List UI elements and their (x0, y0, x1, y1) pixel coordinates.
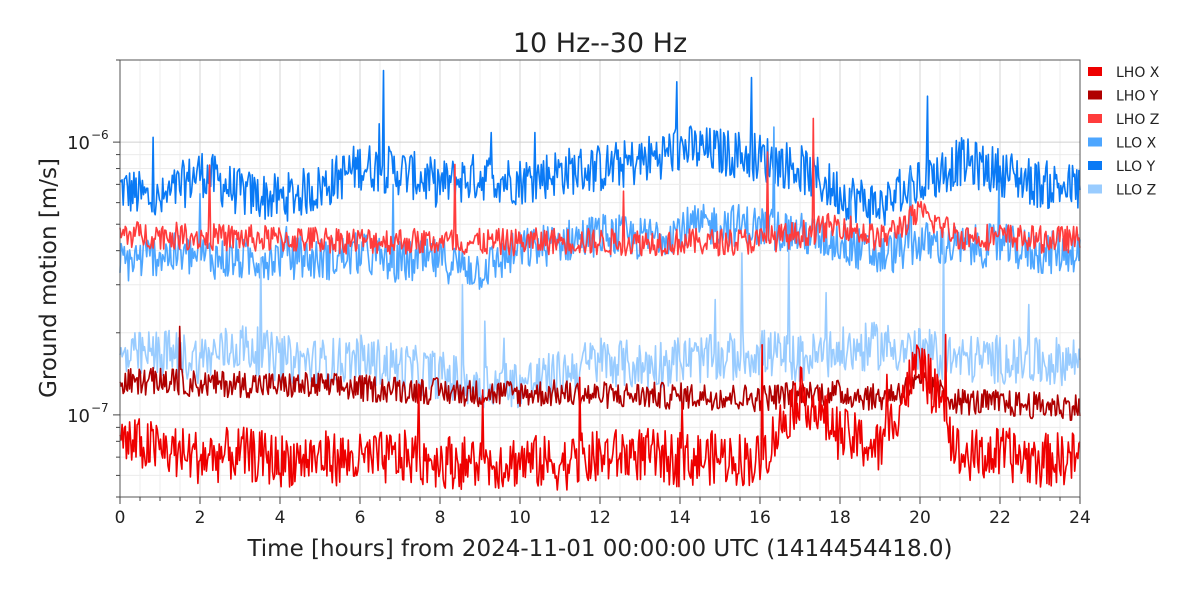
legend-label: LHO X (1116, 65, 1160, 81)
series-line-lho-z (119, 117, 1081, 257)
series-line-llo-x (119, 126, 1081, 290)
legend-label: LLO Y (1116, 159, 1156, 175)
x-tick-label: 4 (275, 508, 286, 528)
x-axis-ticks: 0 2 4 6 8 10 12 14 16 18 20 22 24 (115, 497, 1091, 528)
series-line-lho-x (119, 333, 1081, 491)
legend-swatch (1088, 114, 1102, 123)
x-tick-label: 22 (989, 508, 1011, 528)
legend: LHO X LHO Y LHO Z LLO X LLO Y LLO Z (1088, 65, 1160, 199)
series-line-llo-z (119, 231, 1081, 409)
series-line-lho-y (119, 325, 1081, 421)
x-axis-label: Time [hours] from 2024-11-01 00:00:00 UT… (246, 536, 952, 562)
y-tick-exponent: −6 (91, 128, 109, 142)
grid (119, 59, 1081, 498)
x-tick-label: 0 (115, 508, 126, 528)
y-axis-label: Ground motion [m/s] (36, 158, 62, 398)
series-line-llo-y (119, 69, 1081, 228)
legend-label: LLO Z (1116, 183, 1156, 199)
x-tick-label: 2 (195, 508, 206, 528)
legend-swatch (1088, 161, 1102, 170)
x-tick-label: 6 (355, 508, 366, 528)
legend-label: LLO X (1116, 136, 1157, 152)
legend-swatch (1088, 137, 1102, 147)
legend-swatch (1088, 67, 1102, 76)
legend-swatch (1088, 184, 1102, 194)
chart-title: 10 Hz--30 Hz (513, 28, 687, 59)
y-axis-ticks: 10−710−6 (67, 59, 120, 498)
x-tick-label: 18 (829, 508, 851, 528)
legend-label: LHO Y (1116, 89, 1159, 105)
x-tick-label: 12 (589, 508, 611, 528)
x-tick-label: 16 (749, 508, 771, 528)
x-tick-label: 14 (669, 508, 691, 528)
legend-label: LHO Z (1116, 112, 1159, 128)
x-tick-label: 20 (909, 508, 931, 528)
series-layer (119, 69, 1081, 491)
x-tick-label: 8 (435, 508, 446, 528)
legend-swatch (1088, 90, 1102, 100)
y-tick-label: 10 (67, 133, 90, 154)
y-tick-label: 10 (67, 406, 90, 427)
y-tick-exponent: −7 (91, 401, 109, 415)
x-tick-label: 10 (509, 508, 531, 528)
x-tick-label: 24 (1069, 508, 1091, 528)
